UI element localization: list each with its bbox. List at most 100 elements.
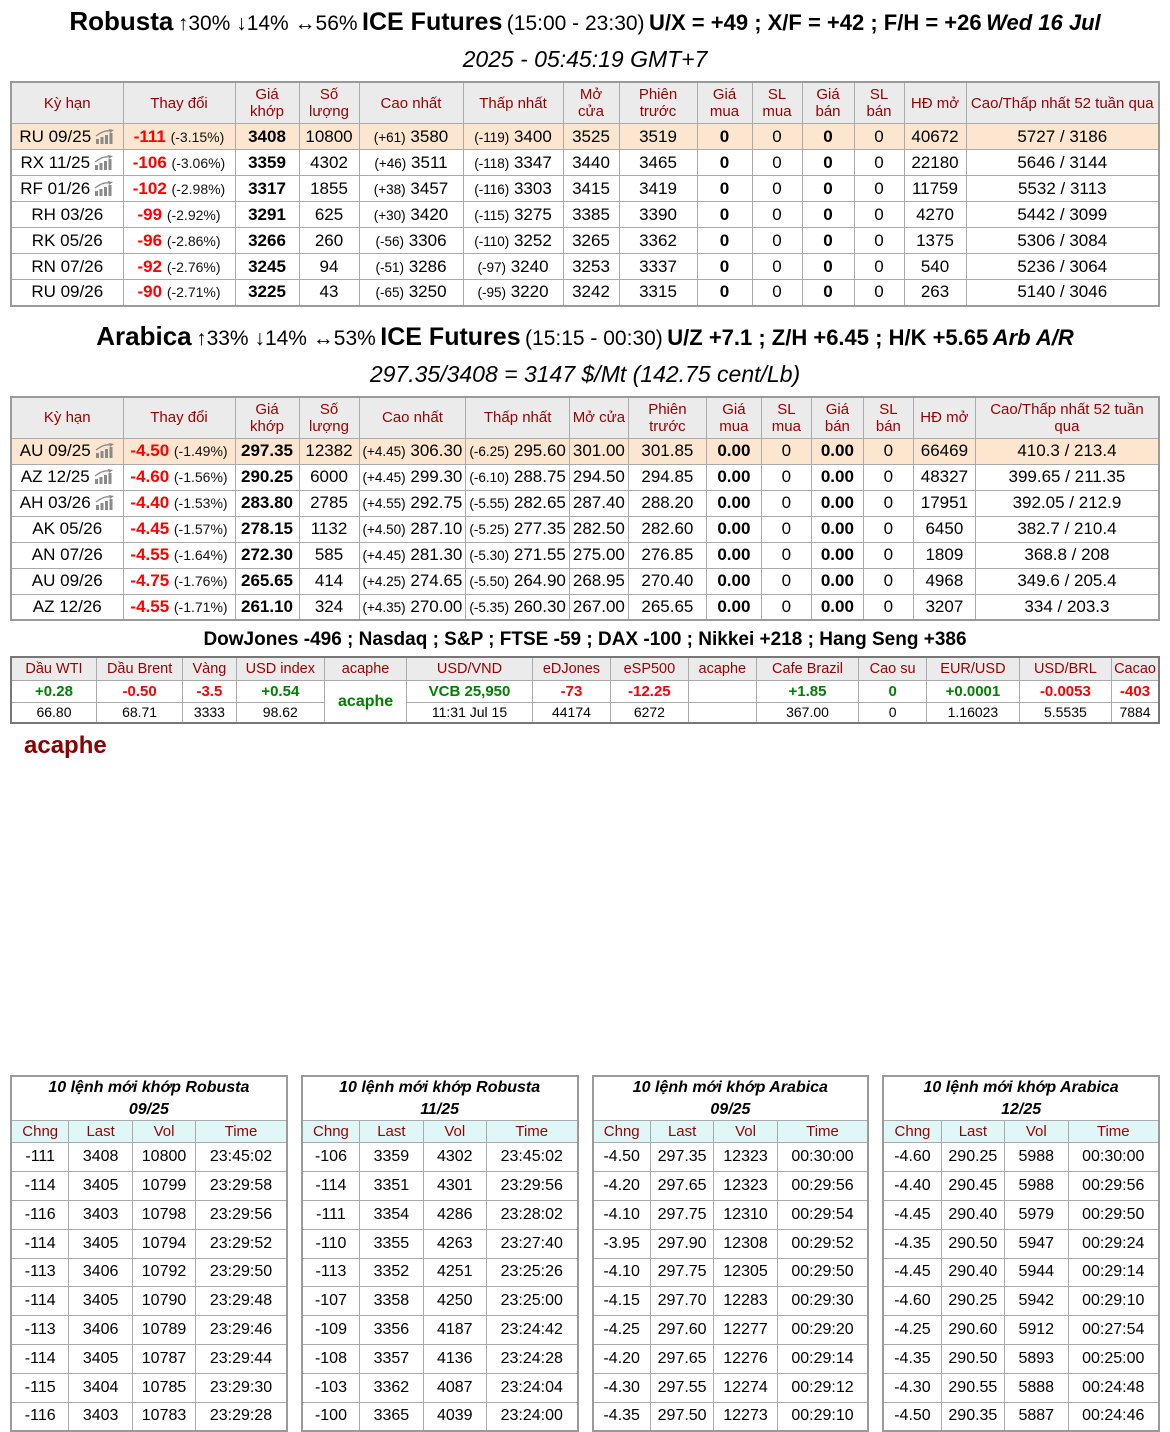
order-row: -4.35 290.50 5893 00:25:00 — [882, 1343, 1160, 1374]
order-row: -111 3354 4286 23:28:02 — [301, 1199, 578, 1230]
last-price-cell: 272.30 — [234, 541, 300, 569]
chart-icon[interactable] — [94, 469, 114, 484]
order-cell: 3405 — [68, 1228, 133, 1259]
bid-price-cell: 0.00 — [705, 489, 762, 517]
order-cell: 290.40 — [940, 1257, 1006, 1288]
change-cell: -4.50 (-1.49%) — [122, 437, 236, 465]
order-cell: 5979 — [1004, 1199, 1069, 1230]
ask-qty-cell: 0 — [853, 201, 905, 228]
bid-qty-cell: 0 — [751, 149, 803, 176]
futures-row: RX 11/25 -106 (-3.06%) 3359 4302 (+46) 3… — [10, 149, 1160, 176]
order-cell: 3404 — [68, 1372, 133, 1403]
range-52w-cell: 399.65 / 211.35 — [974, 463, 1160, 491]
chart-icon[interactable] — [95, 128, 115, 144]
ticker-column-header: USD/VND — [406, 656, 533, 681]
change-percent: (-1.56%) — [173, 469, 228, 485]
order-cell: -4.10 — [592, 1199, 651, 1230]
high-value: 270.00 — [410, 596, 463, 616]
order-cell: 12274 — [713, 1372, 778, 1403]
order-cell: 290.35 — [940, 1401, 1006, 1432]
order-cell: 290.45 — [940, 1171, 1006, 1201]
ticker-column-header: Cafe Brazil — [755, 656, 860, 681]
order-cell: -110 — [301, 1228, 361, 1259]
chart-icon[interactable] — [95, 443, 115, 458]
high-value: 3511 — [411, 152, 448, 172]
chart-icon[interactable] — [94, 180, 114, 196]
order-cell: 10794 — [131, 1228, 197, 1259]
contract-label: AZ 12/25 — [20, 467, 90, 486]
order-table-title: 10 lệnh mới khớp Arabica 09/25 — [592, 1075, 869, 1122]
high-cell: (+4.45) 299.30 — [358, 463, 467, 491]
order-row: -109 3356 4187 23:24:42 — [301, 1315, 578, 1345]
market-ticker-table: Dầu WTI Dầu Brent Vàng USD index acaphe USD/V… — [10, 656, 1160, 724]
order-cell: -114 — [10, 1286, 70, 1317]
ticker-sub-row: 66.80 68.71 3333 98.62 11:31 Jul 15 44174 6272… — [10, 702, 1160, 724]
ask-qty-cell: 0 — [862, 541, 914, 569]
low-diff: (-119) — [474, 129, 510, 145]
high-cell: (+46) 3511 — [358, 149, 464, 176]
change-cell: -111 (-3.15%) — [122, 123, 236, 150]
prev-session-cell: 282.60 — [627, 515, 707, 543]
order-cell: -114 — [10, 1228, 70, 1259]
order-cell: 12283 — [713, 1286, 778, 1317]
high-diff: (-51) — [375, 259, 404, 275]
order-cell: 290.50 — [940, 1228, 1006, 1259]
robusta-futures-table: Kỳ hạn Thay đổi Giá khớp Số lượng Cao nhất Th… — [10, 81, 1160, 307]
ask-price-cell: 0 — [801, 279, 855, 306]
ticker-column-header: eDJones — [531, 656, 612, 681]
low-value: 3220 — [510, 282, 549, 302]
ask-qty-cell: 0 — [862, 489, 914, 517]
contract-cell: RF 01/26 — [10, 175, 124, 202]
change-value: -106 — [132, 152, 167, 172]
open-cell: 294.50 — [568, 463, 629, 491]
order-cell: -4.45 — [882, 1199, 942, 1230]
change-cell: -4.60 (-1.56%) — [122, 463, 236, 491]
change-percent: (-2.86%) — [166, 232, 221, 249]
volume-cell: 6000 — [298, 463, 360, 491]
high-value: 3580 — [410, 126, 449, 146]
futures-row: AU 09/26 -4.75 (-1.76%) 265.65 414 (+4.2… — [10, 567, 1160, 595]
order-cell: 00:29:30 — [776, 1286, 869, 1317]
order-cell: 23:29:28 — [195, 1401, 288, 1432]
contract-cell: RN 07/26 — [10, 253, 124, 280]
open-interest-cell: 6450 — [912, 515, 976, 543]
order-cell: -114 — [301, 1171, 361, 1201]
open-cell: 3525 — [562, 123, 620, 150]
order-cell: -4.35 — [882, 1228, 942, 1259]
order-cell: 00:29:24 — [1067, 1228, 1160, 1259]
ask-qty-cell: 0 — [862, 593, 914, 621]
low-cell: (-6.10) 288.75 — [465, 463, 570, 491]
order-cell: 12276 — [713, 1343, 778, 1374]
order-cell: 00:25:00 — [1067, 1343, 1160, 1374]
order-cell: -114 — [10, 1343, 70, 1374]
low-value: 282.65 — [513, 493, 566, 512]
order-table-title-row: 10 lệnh mới khớp Robusta 09/25 — [10, 1075, 288, 1122]
ask-price-cell: 0 — [801, 123, 855, 150]
ticker-acaphe-cell: acaphe — [324, 680, 408, 724]
low-cell: (-5.50) 264.90 — [465, 567, 570, 595]
ticker-column-header: Cacao — [1111, 656, 1160, 681]
range-52w-cell: 382.7 / 210.4 — [974, 515, 1160, 543]
order-cell: 4263 — [422, 1228, 488, 1259]
chart-icon[interactable] — [95, 495, 115, 510]
order-column-header: Vol — [1004, 1120, 1069, 1144]
ticker-column-header: Vàng — [182, 656, 237, 681]
contract-label: RK 05/26 — [31, 230, 103, 250]
change-value: -4.40 — [130, 493, 170, 512]
low-cell: (-95) 3220 — [462, 279, 564, 306]
order-cell: 10792 — [131, 1257, 197, 1288]
order-row: -4.25 290.60 5912 00:27:54 — [882, 1315, 1160, 1345]
column-header: Mở cửa — [568, 396, 629, 439]
order-cell: 00:29:20 — [776, 1315, 869, 1345]
last-price-cell: 3317 — [234, 175, 300, 202]
ask-qty-cell: 0 — [862, 567, 914, 595]
change-percent: (-1.49%) — [173, 443, 228, 459]
chart-icon[interactable] — [94, 154, 114, 170]
open-cell: 3440 — [562, 149, 620, 176]
order-column-header: Time — [195, 1120, 288, 1144]
volume-cell: 1855 — [298, 175, 360, 202]
ticker-value-cell: -3.5 — [182, 680, 237, 703]
low-value: 288.75 — [513, 467, 566, 486]
order-cell: 3405 — [68, 1171, 133, 1201]
open-interest-cell: 40672 — [903, 123, 967, 150]
